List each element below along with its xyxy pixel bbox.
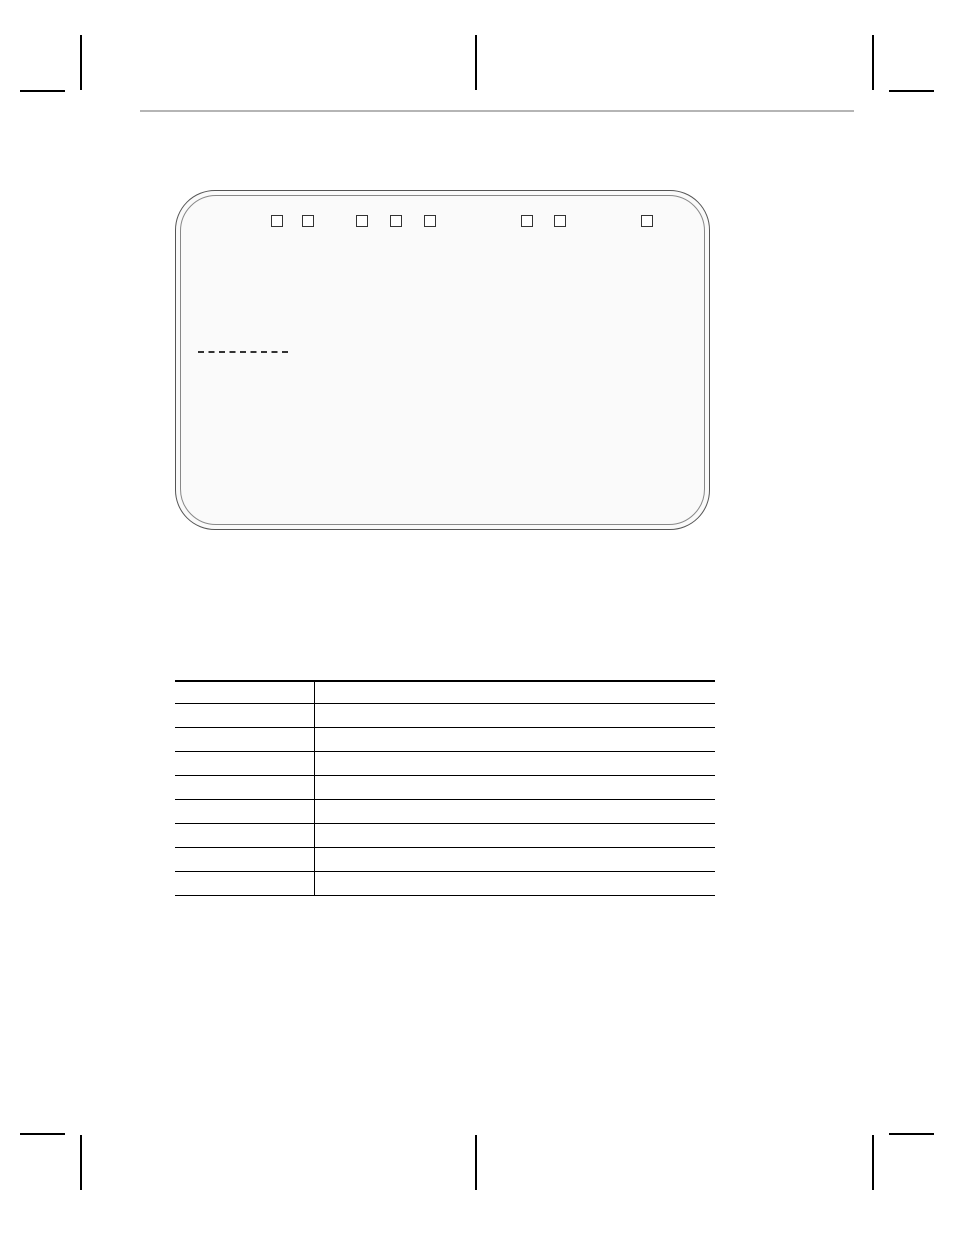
crop-mark [80,1135,82,1190]
page-content [140,110,854,152]
table-row [175,848,715,872]
header-rule [140,110,854,112]
table-cell [175,682,315,703]
led-indicator [302,215,314,227]
spec-table [175,680,715,896]
table-row [175,680,715,704]
crop-mark [80,35,82,90]
table-row [175,872,715,896]
table-row [175,800,715,824]
table-cell [175,872,315,895]
led-indicator [356,215,368,227]
led-indicator [390,215,402,227]
table-cell [315,682,715,703]
device-dashed-line [198,351,288,353]
crop-mark [20,1133,65,1135]
table-cell [175,704,315,727]
table-row [175,752,715,776]
table-row [175,824,715,848]
led-indicator [521,215,533,227]
table-cell [315,728,715,751]
table-cell [315,800,715,823]
table-row [175,776,715,800]
table-cell [315,704,715,727]
table-cell [315,848,715,871]
crop-mark [889,90,934,92]
crop-mark [872,35,874,90]
table-cell [175,824,315,847]
table-row [175,704,715,728]
table-cell [175,848,315,871]
table-cell [315,824,715,847]
led-indicator [271,215,283,227]
led-row [176,211,709,231]
crop-mark [872,1135,874,1190]
table-cell [175,728,315,751]
crop-mark [475,35,477,90]
table-cell [315,752,715,775]
crop-mark [20,90,65,92]
led-indicator [641,215,653,227]
table-cell [175,800,315,823]
table-cell [315,776,715,799]
device-illustration [175,190,710,530]
table-cell [175,752,315,775]
device-inner-border [180,195,705,525]
led-indicator [554,215,566,227]
table-row [175,728,715,752]
crop-mark [475,1135,477,1190]
led-indicator [424,215,436,227]
crop-mark [889,1133,934,1135]
table-cell [175,776,315,799]
table-cell [315,872,715,895]
